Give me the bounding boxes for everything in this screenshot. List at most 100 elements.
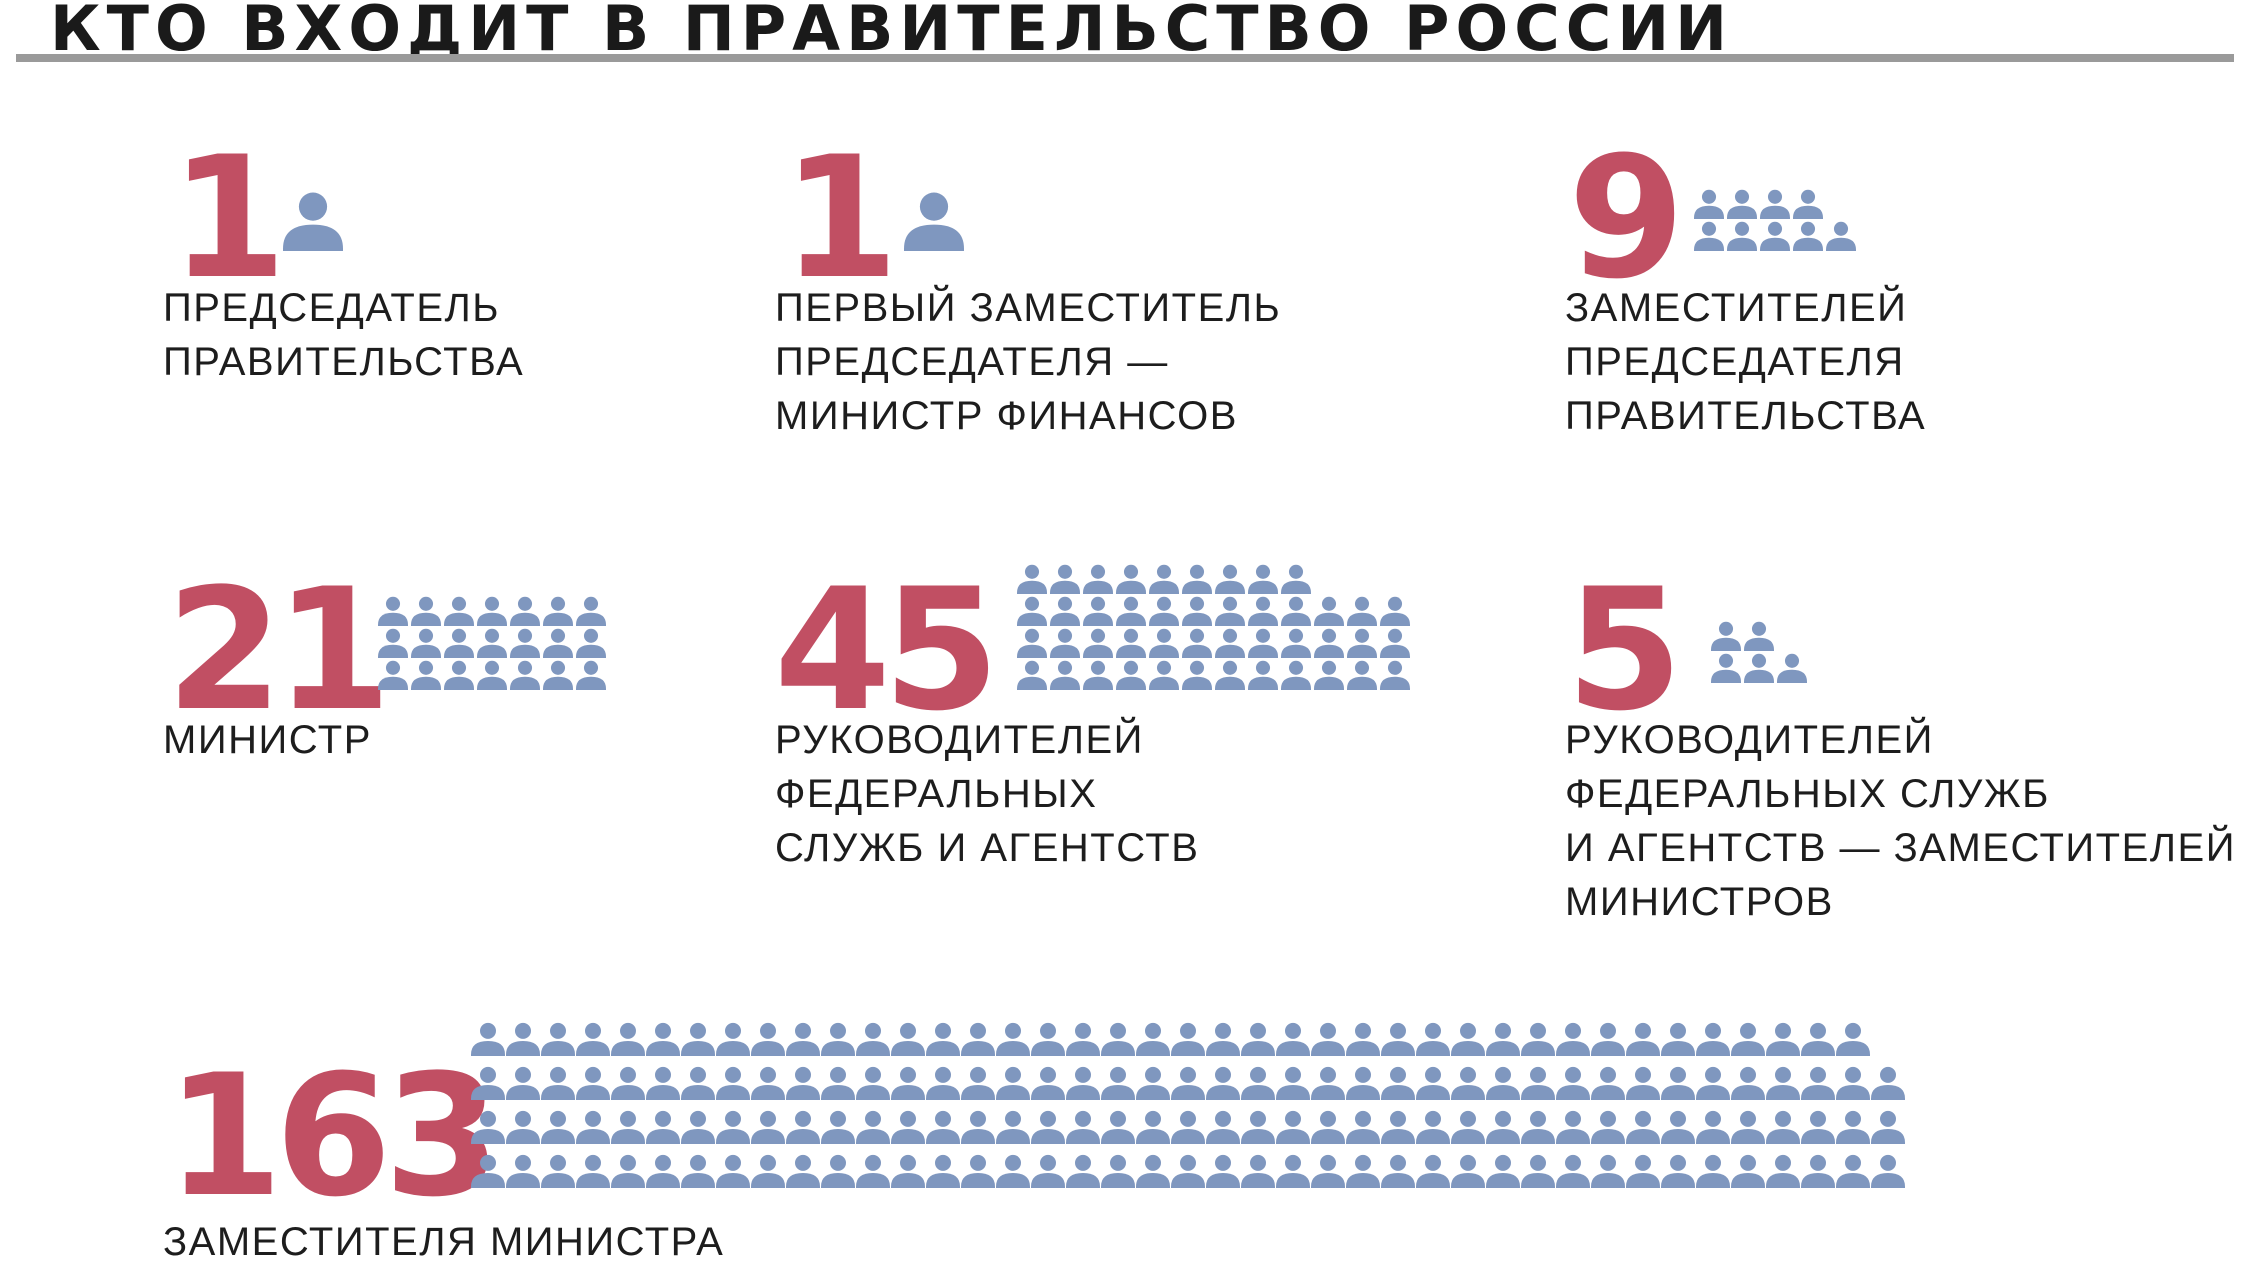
person-icon bbox=[1149, 628, 1179, 658]
person-icon bbox=[716, 1154, 750, 1188]
person-icon bbox=[576, 1154, 610, 1188]
person-icon bbox=[378, 596, 408, 626]
person-icon bbox=[1766, 1110, 1800, 1144]
person-icon bbox=[1101, 1110, 1135, 1144]
person-icon bbox=[1626, 1110, 1660, 1144]
person-icon bbox=[1451, 1066, 1485, 1100]
person-icon bbox=[506, 1110, 540, 1144]
person-icon bbox=[1591, 1110, 1625, 1144]
person-icon bbox=[751, 1110, 785, 1144]
person-icon bbox=[1661, 1110, 1695, 1144]
person-icon bbox=[821, 1110, 855, 1144]
person-icon bbox=[1777, 653, 1807, 683]
person-icon bbox=[1416, 1066, 1450, 1100]
person-icon bbox=[716, 1110, 750, 1144]
person-icon bbox=[1276, 1066, 1310, 1100]
person-icon bbox=[543, 596, 573, 626]
person-icon bbox=[1521, 1154, 1555, 1188]
person-icon bbox=[1836, 1066, 1870, 1100]
person-icon bbox=[1556, 1154, 1590, 1188]
person-icon bbox=[1347, 660, 1377, 690]
person-icon bbox=[681, 1066, 715, 1100]
person-icon bbox=[786, 1066, 820, 1100]
person-icon bbox=[1136, 1022, 1170, 1056]
person-icon bbox=[751, 1066, 785, 1100]
person-icon bbox=[1276, 1154, 1310, 1188]
person-icon bbox=[1760, 189, 1790, 219]
person-icon bbox=[1626, 1022, 1660, 1056]
person-icon bbox=[1215, 564, 1245, 594]
person-icon bbox=[1381, 1154, 1415, 1188]
person-icon bbox=[786, 1154, 820, 1188]
person-icon bbox=[646, 1022, 680, 1056]
person-icon bbox=[506, 1154, 540, 1188]
person-icon bbox=[1521, 1022, 1555, 1056]
label-first-deputy: ПЕРВЫЙ ЗАМЕСТИТЕЛЬ ПРЕДСЕДАТЕЛЯ — МИНИСТ… bbox=[775, 286, 1282, 438]
person-icon bbox=[1416, 1154, 1450, 1188]
person-icon bbox=[1661, 1022, 1695, 1056]
person-icon bbox=[821, 1022, 855, 1056]
person-icon bbox=[1346, 1022, 1380, 1056]
person-icon bbox=[541, 1022, 575, 1056]
person-icon bbox=[477, 660, 507, 690]
person-icon bbox=[1521, 1110, 1555, 1144]
person-icon bbox=[1380, 628, 1410, 658]
label-chairman: ПРЕДСЕДАТЕЛЬ ПРАВИТЕЛЬСТВА bbox=[163, 286, 525, 384]
person-icon bbox=[1171, 1066, 1205, 1100]
person-icon bbox=[1017, 596, 1047, 626]
label-deputy-chairmen: ЗАМЕСТИТЕЛЕЙ ПРЕДСЕДАТЕЛЯ ПРАВИТЕЛЬСТВА bbox=[1565, 286, 1927, 438]
person-icon bbox=[1171, 1022, 1205, 1056]
person-icon bbox=[1311, 1022, 1345, 1056]
person-icon bbox=[1248, 628, 1278, 658]
person-icon bbox=[926, 1066, 960, 1100]
person-icon bbox=[1416, 1022, 1450, 1056]
person-icon bbox=[786, 1022, 820, 1056]
person-icon bbox=[1661, 1066, 1695, 1100]
person-icon bbox=[1766, 1022, 1800, 1056]
person-icon bbox=[1661, 1154, 1695, 1188]
person-icon bbox=[444, 628, 474, 658]
person-icon bbox=[1182, 660, 1212, 690]
person-icon bbox=[1696, 1066, 1730, 1100]
person-icon bbox=[1182, 564, 1212, 594]
person-icon bbox=[1281, 660, 1311, 690]
person-icon bbox=[510, 596, 540, 626]
person-icon bbox=[891, 1110, 925, 1144]
person-icon bbox=[1556, 1110, 1590, 1144]
person-icon bbox=[1281, 628, 1311, 658]
person-icon bbox=[961, 1110, 995, 1144]
person-icon bbox=[1314, 628, 1344, 658]
person-icon bbox=[1521, 1066, 1555, 1100]
person-icon bbox=[1182, 628, 1212, 658]
person-icon bbox=[1136, 1154, 1170, 1188]
value-agency-heads: 45 bbox=[774, 552, 1000, 748]
person-icon bbox=[891, 1154, 925, 1188]
person-icon bbox=[411, 660, 441, 690]
person-icon bbox=[1182, 596, 1212, 626]
person-icon bbox=[1801, 1154, 1835, 1188]
person-icon bbox=[1116, 596, 1146, 626]
person-icon bbox=[378, 660, 408, 690]
person-icon bbox=[541, 1110, 575, 1144]
person-icon bbox=[1017, 564, 1047, 594]
person-icon bbox=[576, 596, 606, 626]
person-icon bbox=[1017, 660, 1047, 690]
person-icon bbox=[1416, 1110, 1450, 1144]
person-icon bbox=[1031, 1066, 1065, 1100]
person-icon bbox=[904, 192, 964, 251]
person-icon bbox=[821, 1154, 855, 1188]
person-icon bbox=[1136, 1066, 1170, 1100]
person-icon bbox=[611, 1022, 645, 1056]
person-icon bbox=[1694, 221, 1724, 251]
person-icon bbox=[751, 1022, 785, 1056]
person-icon bbox=[1793, 189, 1823, 219]
person-icon bbox=[1050, 660, 1080, 690]
person-icon bbox=[1101, 1154, 1135, 1188]
person-icon bbox=[541, 1066, 575, 1100]
person-icon bbox=[1871, 1154, 1905, 1188]
person-icon bbox=[541, 1154, 575, 1188]
person-icon bbox=[1206, 1022, 1240, 1056]
person-icon bbox=[1731, 1022, 1765, 1056]
person-icon bbox=[1381, 1110, 1415, 1144]
